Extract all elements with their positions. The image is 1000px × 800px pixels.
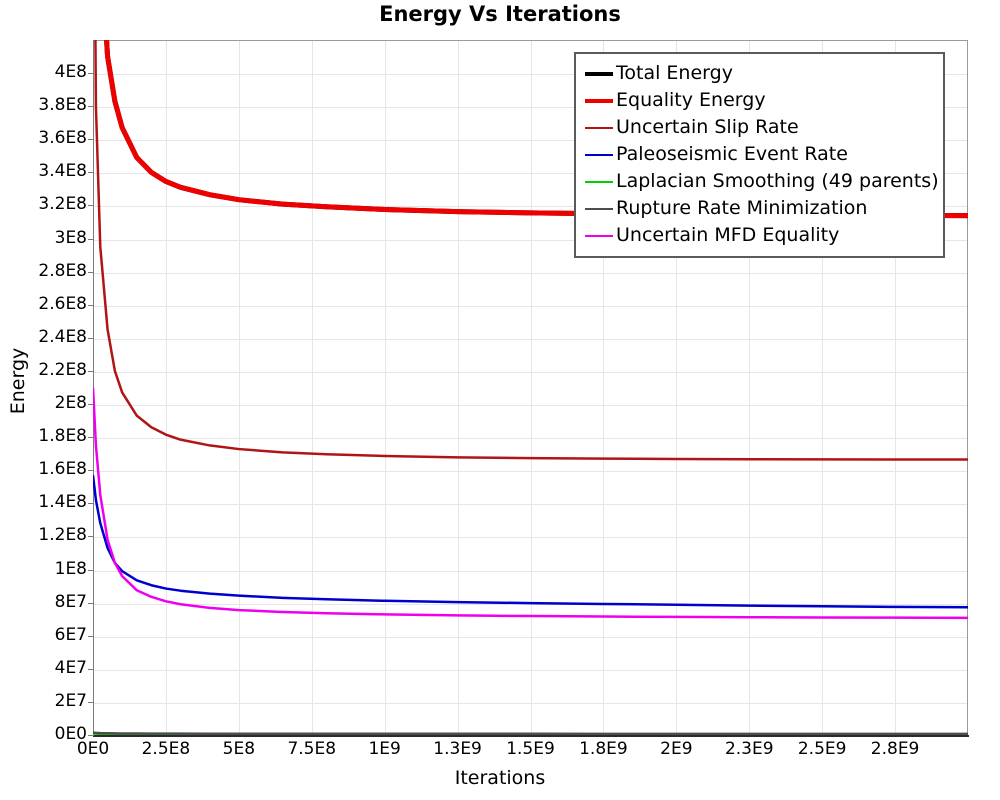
legend-item-label: Total Energy	[616, 62, 733, 84]
y-tick-label: 1.2E8	[38, 525, 87, 546]
y-tick-mark	[88, 304, 94, 306]
x-tick-label: 2.5E9	[797, 739, 847, 759]
y-tick-mark	[88, 536, 94, 538]
legend-color-swatch-icon	[584, 126, 614, 129]
x-axis-label: Iterations	[454, 767, 546, 789]
legend-item-label: Equality Energy	[616, 89, 766, 111]
y-tick-label: 6E7	[54, 624, 87, 645]
legend-item[interactable]: Rupture Rate Minimization	[584, 195, 935, 222]
legend-color-swatch-icon	[584, 98, 614, 103]
x-tick-label: 2E9	[660, 739, 693, 759]
y-tick-mark	[88, 238, 94, 240]
y-tick-mark	[88, 668, 94, 670]
y-tick-label: 4E8	[54, 62, 87, 83]
y-tick-label: 2.4E8	[38, 326, 87, 347]
y-tick-label: 3.6E8	[38, 128, 87, 149]
series-line	[93, 731, 968, 735]
legend-item[interactable]: Uncertain MFD Equality	[584, 222, 935, 249]
y-tick-label: 0E0	[54, 724, 87, 744]
y-tick-mark	[88, 139, 94, 141]
x-tick-label: 5E8	[222, 739, 256, 759]
y-tick-label: 3.4E8	[38, 161, 87, 182]
page-title: Energy Vs Iterations	[379, 2, 621, 26]
legend-item-label: Laplacian Smoothing (49 parents)	[616, 170, 939, 192]
x-tick-label: 1.3E9	[433, 739, 482, 759]
y-tick-label: 2E7	[54, 690, 87, 711]
y-tick-mark	[88, 735, 94, 736]
y-tick-mark	[88, 271, 94, 273]
legend-color-swatch-icon	[584, 234, 614, 237]
y-tick-mark	[88, 437, 94, 439]
y-tick-mark	[88, 172, 94, 174]
y-tick-label: 3.2E8	[38, 194, 87, 215]
y-tick-label: 1.4E8	[38, 492, 87, 513]
x-tick-label: 1.5E9	[506, 739, 555, 759]
x-tick-label: 2.3E9	[724, 739, 774, 759]
x-tick-label: 2.5E8	[141, 739, 191, 759]
chart-legend: Total Energy Equality Energy Uncertain Sli…	[574, 52, 945, 258]
legend-color-swatch-icon	[584, 153, 614, 156]
y-tick-label: 2.2E8	[38, 359, 87, 380]
legend-item[interactable]: Total Energy	[584, 60, 935, 87]
legend-item[interactable]: Laplacian Smoothing (49 parents)	[584, 168, 939, 195]
x-tick-label: 7.5E8	[287, 739, 337, 759]
y-tick-label: 1.6E8	[38, 459, 87, 480]
legend-item[interactable]: Uncertain Slip Rate	[584, 114, 935, 141]
y-tick-label: 1E8	[54, 558, 87, 579]
y-tick-mark	[88, 73, 94, 75]
legend-item[interactable]: Equality Energy	[584, 87, 935, 114]
y-tick-label: 2.8E8	[38, 260, 87, 281]
y-tick-mark	[88, 106, 94, 108]
y-tick-label: 2.6E8	[38, 293, 87, 314]
y-tick-mark	[88, 404, 94, 406]
legend-item-label: Paleoseismic Event Rate	[616, 143, 848, 165]
x-tick-label: 1.8E9	[579, 739, 628, 759]
legend-color-swatch-icon	[584, 180, 614, 183]
legend-color-swatch-icon	[584, 207, 614, 210]
series-line	[93, 475, 968, 609]
legend-item-label: Rupture Rate Minimization	[616, 197, 868, 219]
legend-item[interactable]: Paleoseismic Event Rate	[584, 141, 935, 168]
y-tick-label: 3.8E8	[38, 95, 87, 116]
y-tick-label: 8E7	[54, 591, 87, 612]
y-tick-label: 1.8E8	[38, 426, 87, 447]
y-tick-mark	[88, 569, 94, 571]
y-tick-mark	[88, 503, 94, 505]
y-tick-mark	[88, 370, 94, 372]
legend-color-swatch-icon	[584, 71, 614, 76]
y-tick-mark	[88, 602, 94, 604]
legend-item-label: Uncertain Slip Rate	[616, 116, 799, 138]
series-line	[94, 40, 968, 461]
x-tick-label: 2.8E9	[870, 739, 920, 759]
x-axis-line	[93, 735, 969, 737]
legend-item-label: Uncertain MFD Equality	[616, 224, 840, 246]
x-tick-label: 1E9	[368, 739, 401, 759]
x-tick-label: 0E0	[76, 739, 110, 759]
y-tick-mark	[88, 337, 94, 339]
series-line	[93, 387, 968, 620]
y-tick-mark	[88, 635, 94, 637]
y-tick-mark	[88, 470, 94, 472]
y-tick-label: 4E7	[54, 657, 87, 678]
y-tick-mark	[88, 701, 94, 703]
y-tick-label: 3E8	[54, 227, 87, 248]
y-tick-mark	[88, 205, 94, 207]
y-tick-label: 2E8	[54, 393, 87, 414]
